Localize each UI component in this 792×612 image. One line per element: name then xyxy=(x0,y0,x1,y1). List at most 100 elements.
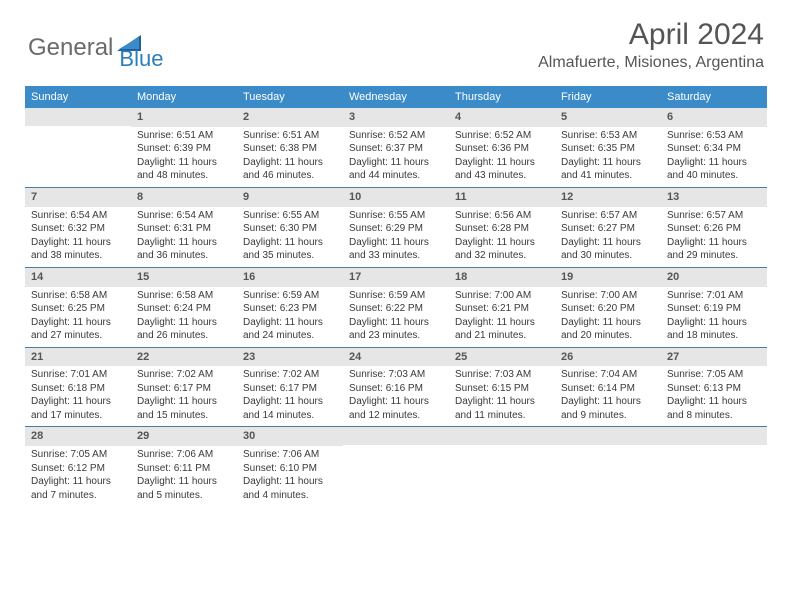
day-cell: 16Sunrise: 6:59 AMSunset: 6:23 PMDayligh… xyxy=(237,268,343,347)
empty-day-bar xyxy=(449,427,555,445)
weekday-header: Sunday xyxy=(25,86,131,108)
daylight-text: and 48 minutes. xyxy=(137,169,231,183)
sunrise-text: Sunrise: 6:56 AM xyxy=(455,209,549,223)
daylight-text: Daylight: 11 hours xyxy=(667,236,761,250)
title-block: April 2024 Almafuerte, Misiones, Argenti… xyxy=(538,18,764,72)
sunset-text: Sunset: 6:36 PM xyxy=(455,142,549,156)
day-content: Sunrise: 6:52 AMSunset: 6:37 PMDaylight:… xyxy=(343,127,449,187)
sunrise-text: Sunrise: 6:54 AM xyxy=(31,209,125,223)
daylight-text: and 12 minutes. xyxy=(349,409,443,423)
day-content: Sunrise: 7:04 AMSunset: 6:14 PMDaylight:… xyxy=(555,366,661,426)
sunrise-text: Sunrise: 6:57 AM xyxy=(667,209,761,223)
empty-day-bar xyxy=(25,108,131,126)
sunset-text: Sunset: 6:18 PM xyxy=(31,382,125,396)
day-cell: 1Sunrise: 6:51 AMSunset: 6:39 PMDaylight… xyxy=(131,108,237,187)
daylight-text: and 4 minutes. xyxy=(243,489,337,503)
calendar-body: 1Sunrise: 6:51 AMSunset: 6:39 PMDaylight… xyxy=(25,108,767,506)
day-number: 23 xyxy=(237,348,343,367)
daylight-text: Daylight: 11 hours xyxy=(137,156,231,170)
day-number: 25 xyxy=(449,348,555,367)
day-number: 16 xyxy=(237,268,343,287)
daylight-text: Daylight: 11 hours xyxy=(349,316,443,330)
daylight-text: Daylight: 11 hours xyxy=(137,395,231,409)
day-cell: 26Sunrise: 7:04 AMSunset: 6:14 PMDayligh… xyxy=(555,348,661,427)
day-number: 27 xyxy=(661,348,767,367)
daylight-text: and 44 minutes. xyxy=(349,169,443,183)
day-content: Sunrise: 7:06 AMSunset: 6:10 PMDaylight:… xyxy=(237,446,343,506)
day-cell: 11Sunrise: 6:56 AMSunset: 6:28 PMDayligh… xyxy=(449,188,555,267)
day-cell: 27Sunrise: 7:05 AMSunset: 6:13 PMDayligh… xyxy=(661,348,767,427)
day-cell: 9Sunrise: 6:55 AMSunset: 6:30 PMDaylight… xyxy=(237,188,343,267)
daylight-text: Daylight: 11 hours xyxy=(455,395,549,409)
day-content: Sunrise: 7:01 AMSunset: 6:18 PMDaylight:… xyxy=(25,366,131,426)
weekday-header-row: SundayMondayTuesdayWednesdayThursdayFrid… xyxy=(25,86,767,108)
day-cell: 4Sunrise: 6:52 AMSunset: 6:36 PMDaylight… xyxy=(449,108,555,187)
day-content: Sunrise: 6:53 AMSunset: 6:34 PMDaylight:… xyxy=(661,127,767,187)
sunrise-text: Sunrise: 6:51 AM xyxy=(243,129,337,143)
daylight-text: Daylight: 11 hours xyxy=(667,395,761,409)
daylight-text: Daylight: 11 hours xyxy=(243,475,337,489)
day-content: Sunrise: 6:56 AMSunset: 6:28 PMDaylight:… xyxy=(449,207,555,267)
sunrise-text: Sunrise: 7:01 AM xyxy=(667,289,761,303)
day-cell: 13Sunrise: 6:57 AMSunset: 6:26 PMDayligh… xyxy=(661,188,767,267)
day-cell: 25Sunrise: 7:03 AMSunset: 6:15 PMDayligh… xyxy=(449,348,555,427)
day-content: Sunrise: 7:02 AMSunset: 6:17 PMDaylight:… xyxy=(237,366,343,426)
day-content: Sunrise: 6:53 AMSunset: 6:35 PMDaylight:… xyxy=(555,127,661,187)
sunset-text: Sunset: 6:34 PM xyxy=(667,142,761,156)
daylight-text: Daylight: 11 hours xyxy=(31,236,125,250)
daylight-text: Daylight: 11 hours xyxy=(243,236,337,250)
sunset-text: Sunset: 6:25 PM xyxy=(31,302,125,316)
day-number: 4 xyxy=(449,108,555,127)
day-number: 20 xyxy=(661,268,767,287)
daylight-text: Daylight: 11 hours xyxy=(31,395,125,409)
sunset-text: Sunset: 6:13 PM xyxy=(667,382,761,396)
day-cell: 23Sunrise: 7:02 AMSunset: 6:17 PMDayligh… xyxy=(237,348,343,427)
daylight-text: and 7 minutes. xyxy=(31,489,125,503)
day-content: Sunrise: 6:59 AMSunset: 6:22 PMDaylight:… xyxy=(343,287,449,347)
daylight-text: and 36 minutes. xyxy=(137,249,231,263)
day-number: 13 xyxy=(661,188,767,207)
daylight-text: Daylight: 11 hours xyxy=(455,156,549,170)
daylight-text: and 9 minutes. xyxy=(561,409,655,423)
day-content: Sunrise: 6:58 AMSunset: 6:25 PMDaylight:… xyxy=(25,287,131,347)
sunrise-text: Sunrise: 7:05 AM xyxy=(31,448,125,462)
day-cell xyxy=(25,108,131,187)
location-text: Almafuerte, Misiones, Argentina xyxy=(538,54,764,72)
sunset-text: Sunset: 6:17 PM xyxy=(243,382,337,396)
daylight-text: Daylight: 11 hours xyxy=(137,236,231,250)
sunrise-text: Sunrise: 7:03 AM xyxy=(455,368,549,382)
sunrise-text: Sunrise: 6:55 AM xyxy=(349,209,443,223)
day-number: 11 xyxy=(449,188,555,207)
week-row: 21Sunrise: 7:01 AMSunset: 6:18 PMDayligh… xyxy=(25,347,767,427)
sunset-text: Sunset: 6:30 PM xyxy=(243,222,337,236)
sunrise-text: Sunrise: 7:04 AM xyxy=(561,368,655,382)
day-number: 9 xyxy=(237,188,343,207)
daylight-text: and 33 minutes. xyxy=(349,249,443,263)
day-cell: 15Sunrise: 6:58 AMSunset: 6:24 PMDayligh… xyxy=(131,268,237,347)
day-cell: 8Sunrise: 6:54 AMSunset: 6:31 PMDaylight… xyxy=(131,188,237,267)
day-content: Sunrise: 7:05 AMSunset: 6:12 PMDaylight:… xyxy=(25,446,131,506)
logo-text-general: General xyxy=(28,34,113,62)
daylight-text: Daylight: 11 hours xyxy=(31,475,125,489)
daylight-text: and 14 minutes. xyxy=(243,409,337,423)
sunrise-text: Sunrise: 7:06 AM xyxy=(243,448,337,462)
daylight-text: Daylight: 11 hours xyxy=(561,236,655,250)
day-number: 30 xyxy=(237,427,343,446)
sunset-text: Sunset: 6:29 PM xyxy=(349,222,443,236)
day-content: Sunrise: 6:55 AMSunset: 6:30 PMDaylight:… xyxy=(237,207,343,267)
day-number: 14 xyxy=(25,268,131,287)
month-title: April 2024 xyxy=(538,18,764,52)
day-cell xyxy=(449,427,555,506)
day-number: 3 xyxy=(343,108,449,127)
sunrise-text: Sunrise: 7:00 AM xyxy=(455,289,549,303)
day-cell: 18Sunrise: 7:00 AMSunset: 6:21 PMDayligh… xyxy=(449,268,555,347)
day-number: 21 xyxy=(25,348,131,367)
sunrise-text: Sunrise: 6:52 AM xyxy=(349,129,443,143)
sunset-text: Sunset: 6:17 PM xyxy=(137,382,231,396)
daylight-text: Daylight: 11 hours xyxy=(561,316,655,330)
logo-text-blue: Blue xyxy=(119,46,163,71)
daylight-text: Daylight: 11 hours xyxy=(455,316,549,330)
day-content: Sunrise: 7:00 AMSunset: 6:20 PMDaylight:… xyxy=(555,287,661,347)
daylight-text: Daylight: 11 hours xyxy=(349,156,443,170)
day-content: Sunrise: 7:05 AMSunset: 6:13 PMDaylight:… xyxy=(661,366,767,426)
